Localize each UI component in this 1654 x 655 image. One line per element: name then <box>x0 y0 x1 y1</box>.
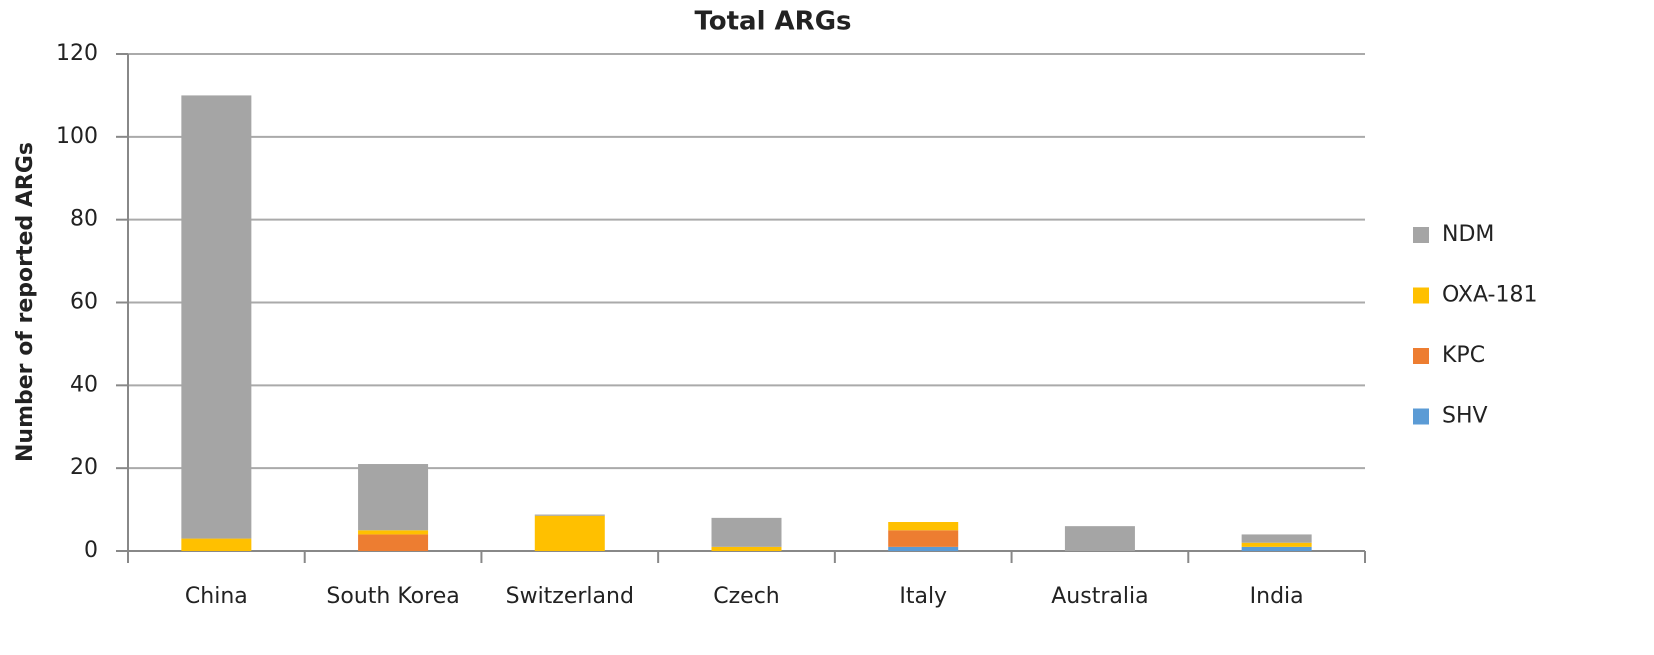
legend-label: SHV <box>1442 404 1488 429</box>
y-axis-label: Number of reported ARGs <box>13 142 38 462</box>
bar-segment <box>1064 526 1135 551</box>
x-tick-label: Switzerland <box>506 584 634 609</box>
legend-swatch <box>1413 287 1429 304</box>
bar-segment <box>534 514 605 516</box>
chart-title: Total ARGs <box>694 7 851 37</box>
bar-segment <box>181 538 252 551</box>
y-tick-label: 0 <box>84 538 98 563</box>
x-tick-label: Italy <box>899 584 947 609</box>
y-tick-label: 20 <box>70 455 98 480</box>
x-tick-label: Australia <box>1051 584 1148 609</box>
legend-label: OXA-181 <box>1442 283 1537 308</box>
y-tick-label: 100 <box>56 124 98 149</box>
bar-segment <box>888 522 959 531</box>
y-tick-label: 40 <box>70 372 98 397</box>
bar-segment <box>711 517 782 547</box>
legend-label: NDM <box>1442 222 1494 247</box>
x-tick-label: India <box>1250 584 1304 609</box>
bar-segment <box>1241 542 1312 547</box>
bar-segment <box>888 530 959 547</box>
bar-segment <box>888 546 959 551</box>
bar-segment <box>1241 534 1312 543</box>
x-tick-label: Czech <box>713 584 779 609</box>
y-tick-label: 60 <box>70 290 98 315</box>
bar-segment <box>181 95 252 539</box>
bar-segment <box>358 534 429 551</box>
bar-segment <box>358 530 429 535</box>
legend-swatch <box>1413 408 1429 425</box>
bar-segment <box>1241 546 1312 551</box>
bar-segment <box>711 546 782 551</box>
bar-segment <box>358 464 429 531</box>
x-tick-label: China <box>185 584 248 609</box>
y-tick-label: 120 <box>56 41 98 66</box>
legend-swatch <box>1413 348 1429 364</box>
legend-label: KPC <box>1442 343 1485 368</box>
y-tick-label: 80 <box>70 207 98 232</box>
bar-segment <box>534 515 605 551</box>
x-tick-label: South Korea <box>326 584 459 609</box>
legend-swatch <box>1413 227 1429 243</box>
